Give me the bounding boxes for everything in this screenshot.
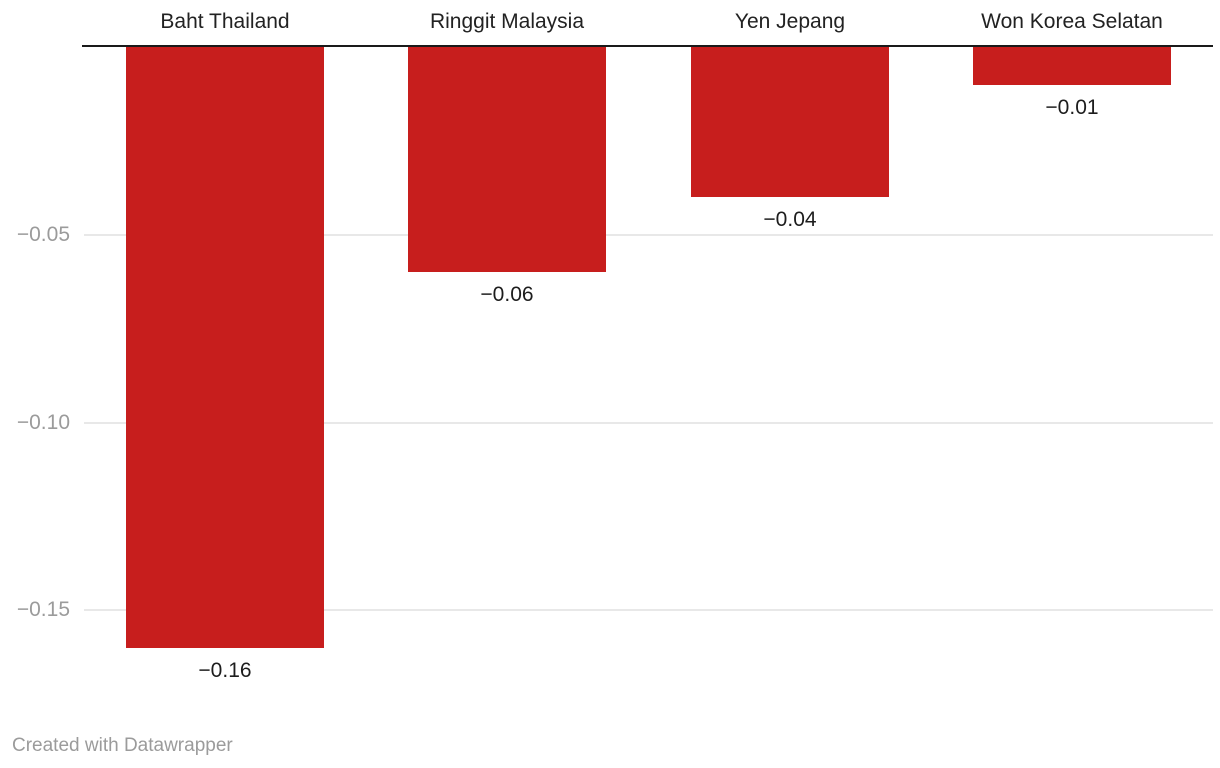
column-label: Yen Jepang xyxy=(734,10,846,33)
column-label: Won Korea Selatan xyxy=(981,10,1163,33)
column-label: Ringgit Malaysia xyxy=(429,10,585,33)
bar xyxy=(126,47,324,648)
value-label: −0.01 xyxy=(1045,96,1099,119)
bar xyxy=(408,47,606,272)
y-tick-label: −0.05 xyxy=(16,223,70,246)
column-label: Baht Thailand xyxy=(160,10,290,33)
bar xyxy=(691,47,889,197)
baseline-axis xyxy=(82,45,1213,47)
gridline xyxy=(84,609,1213,611)
value-label: −0.16 xyxy=(198,659,252,682)
value-label: −0.04 xyxy=(763,208,817,231)
bar xyxy=(973,47,1171,85)
gridline xyxy=(84,422,1213,424)
y-tick-label: −0.15 xyxy=(16,598,70,621)
gridline xyxy=(84,234,1213,236)
datawrapper-credit: Created with Datawrapper xyxy=(12,735,233,756)
value-label: −0.06 xyxy=(480,283,534,306)
y-tick-label: −0.10 xyxy=(16,411,70,434)
